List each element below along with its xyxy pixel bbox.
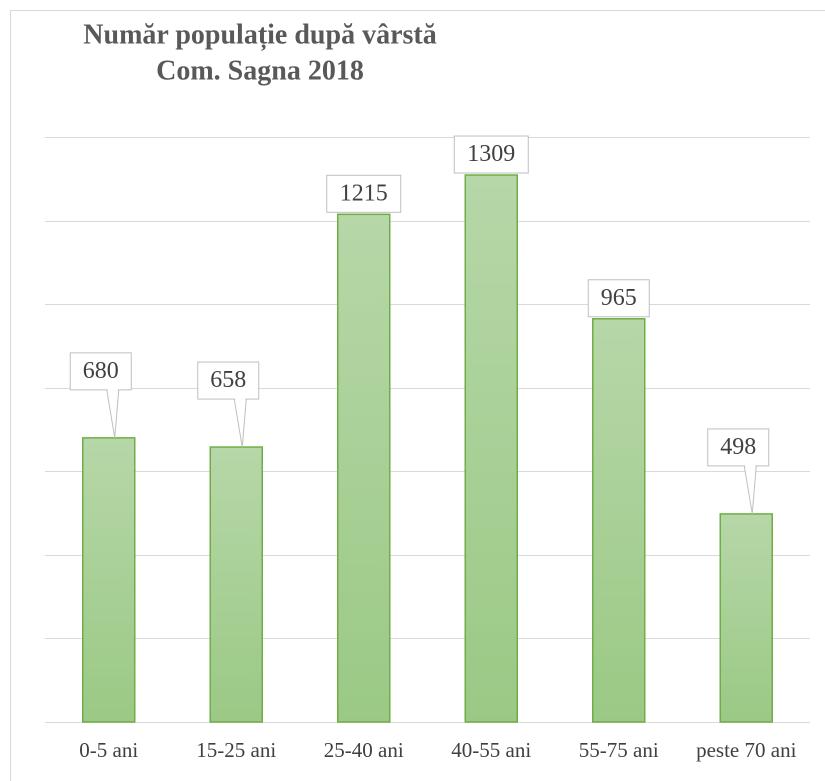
label-callout bbox=[743, 465, 757, 514]
label-callout bbox=[233, 398, 247, 448]
label-box bbox=[707, 428, 770, 467]
bar bbox=[337, 213, 391, 723]
label-box bbox=[453, 135, 529, 174]
label-box bbox=[197, 361, 260, 400]
label-callout bbox=[106, 389, 120, 438]
label-box bbox=[69, 352, 132, 391]
x-tick-label: 40-55 ani bbox=[451, 738, 531, 762]
data-label: 965 bbox=[601, 285, 637, 311]
x-tick-label: 25-40 ani bbox=[324, 738, 404, 762]
data-label: 658 bbox=[210, 367, 246, 393]
bar bbox=[464, 174, 518, 723]
bar bbox=[82, 437, 136, 723]
x-tick-label: 0-5 ani bbox=[79, 738, 138, 762]
bar bbox=[719, 513, 773, 723]
chart-subtitle: Com. Sagna 2018 bbox=[156, 55, 364, 86]
x-tick-label: 55-75 ani bbox=[579, 738, 659, 762]
chart-title: Număr populație după vârstă bbox=[83, 19, 436, 50]
data-label: 1309 bbox=[467, 141, 515, 167]
data-label: 498 bbox=[720, 434, 756, 460]
x-tick-label: 15-25 ani bbox=[196, 738, 276, 762]
bar bbox=[592, 318, 646, 723]
chart-frame bbox=[10, 10, 825, 781]
x-tick-label: peste 70 ani bbox=[696, 738, 796, 762]
bar bbox=[209, 446, 263, 723]
label-box bbox=[326, 174, 402, 213]
data-label: 680 bbox=[83, 358, 119, 384]
label-box bbox=[587, 279, 650, 318]
data-label: 1215 bbox=[340, 180, 388, 206]
